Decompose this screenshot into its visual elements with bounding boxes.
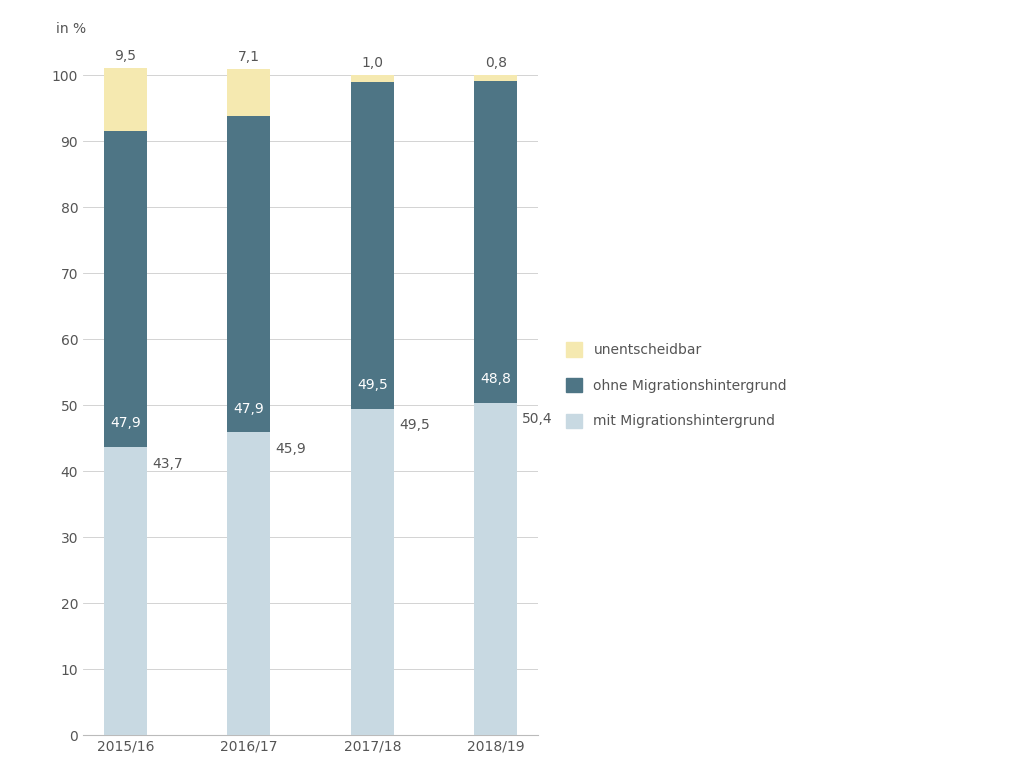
Text: 0,8: 0,8: [484, 56, 507, 70]
Text: 1,0: 1,0: [361, 56, 383, 70]
Text: 7,1: 7,1: [238, 50, 260, 64]
Legend: unentscheidbar, ohne Migrationshintergrund, mit Migrationshintergrund: unentscheidbar, ohne Migrationshintergru…: [559, 335, 794, 435]
Bar: [351, 408, 394, 735]
Text: 50,4: 50,4: [522, 412, 553, 427]
Text: 48,8: 48,8: [480, 372, 511, 386]
Bar: [103, 68, 147, 131]
Bar: [474, 75, 517, 81]
Bar: [103, 131, 147, 447]
Bar: [474, 81, 517, 403]
Text: 49,5: 49,5: [357, 378, 388, 392]
Bar: [227, 116, 270, 432]
Bar: [351, 75, 394, 82]
Text: 43,7: 43,7: [152, 457, 182, 471]
Text: 47,9: 47,9: [110, 416, 140, 431]
Text: 9,5: 9,5: [115, 48, 136, 63]
Bar: [103, 447, 147, 735]
Bar: [474, 403, 517, 735]
Text: 47,9: 47,9: [233, 401, 264, 416]
Text: 45,9: 45,9: [275, 442, 306, 456]
Y-axis label: in %: in %: [55, 22, 86, 35]
Bar: [227, 432, 270, 735]
Bar: [227, 69, 270, 116]
Text: 49,5: 49,5: [399, 418, 430, 432]
Bar: [351, 82, 394, 408]
